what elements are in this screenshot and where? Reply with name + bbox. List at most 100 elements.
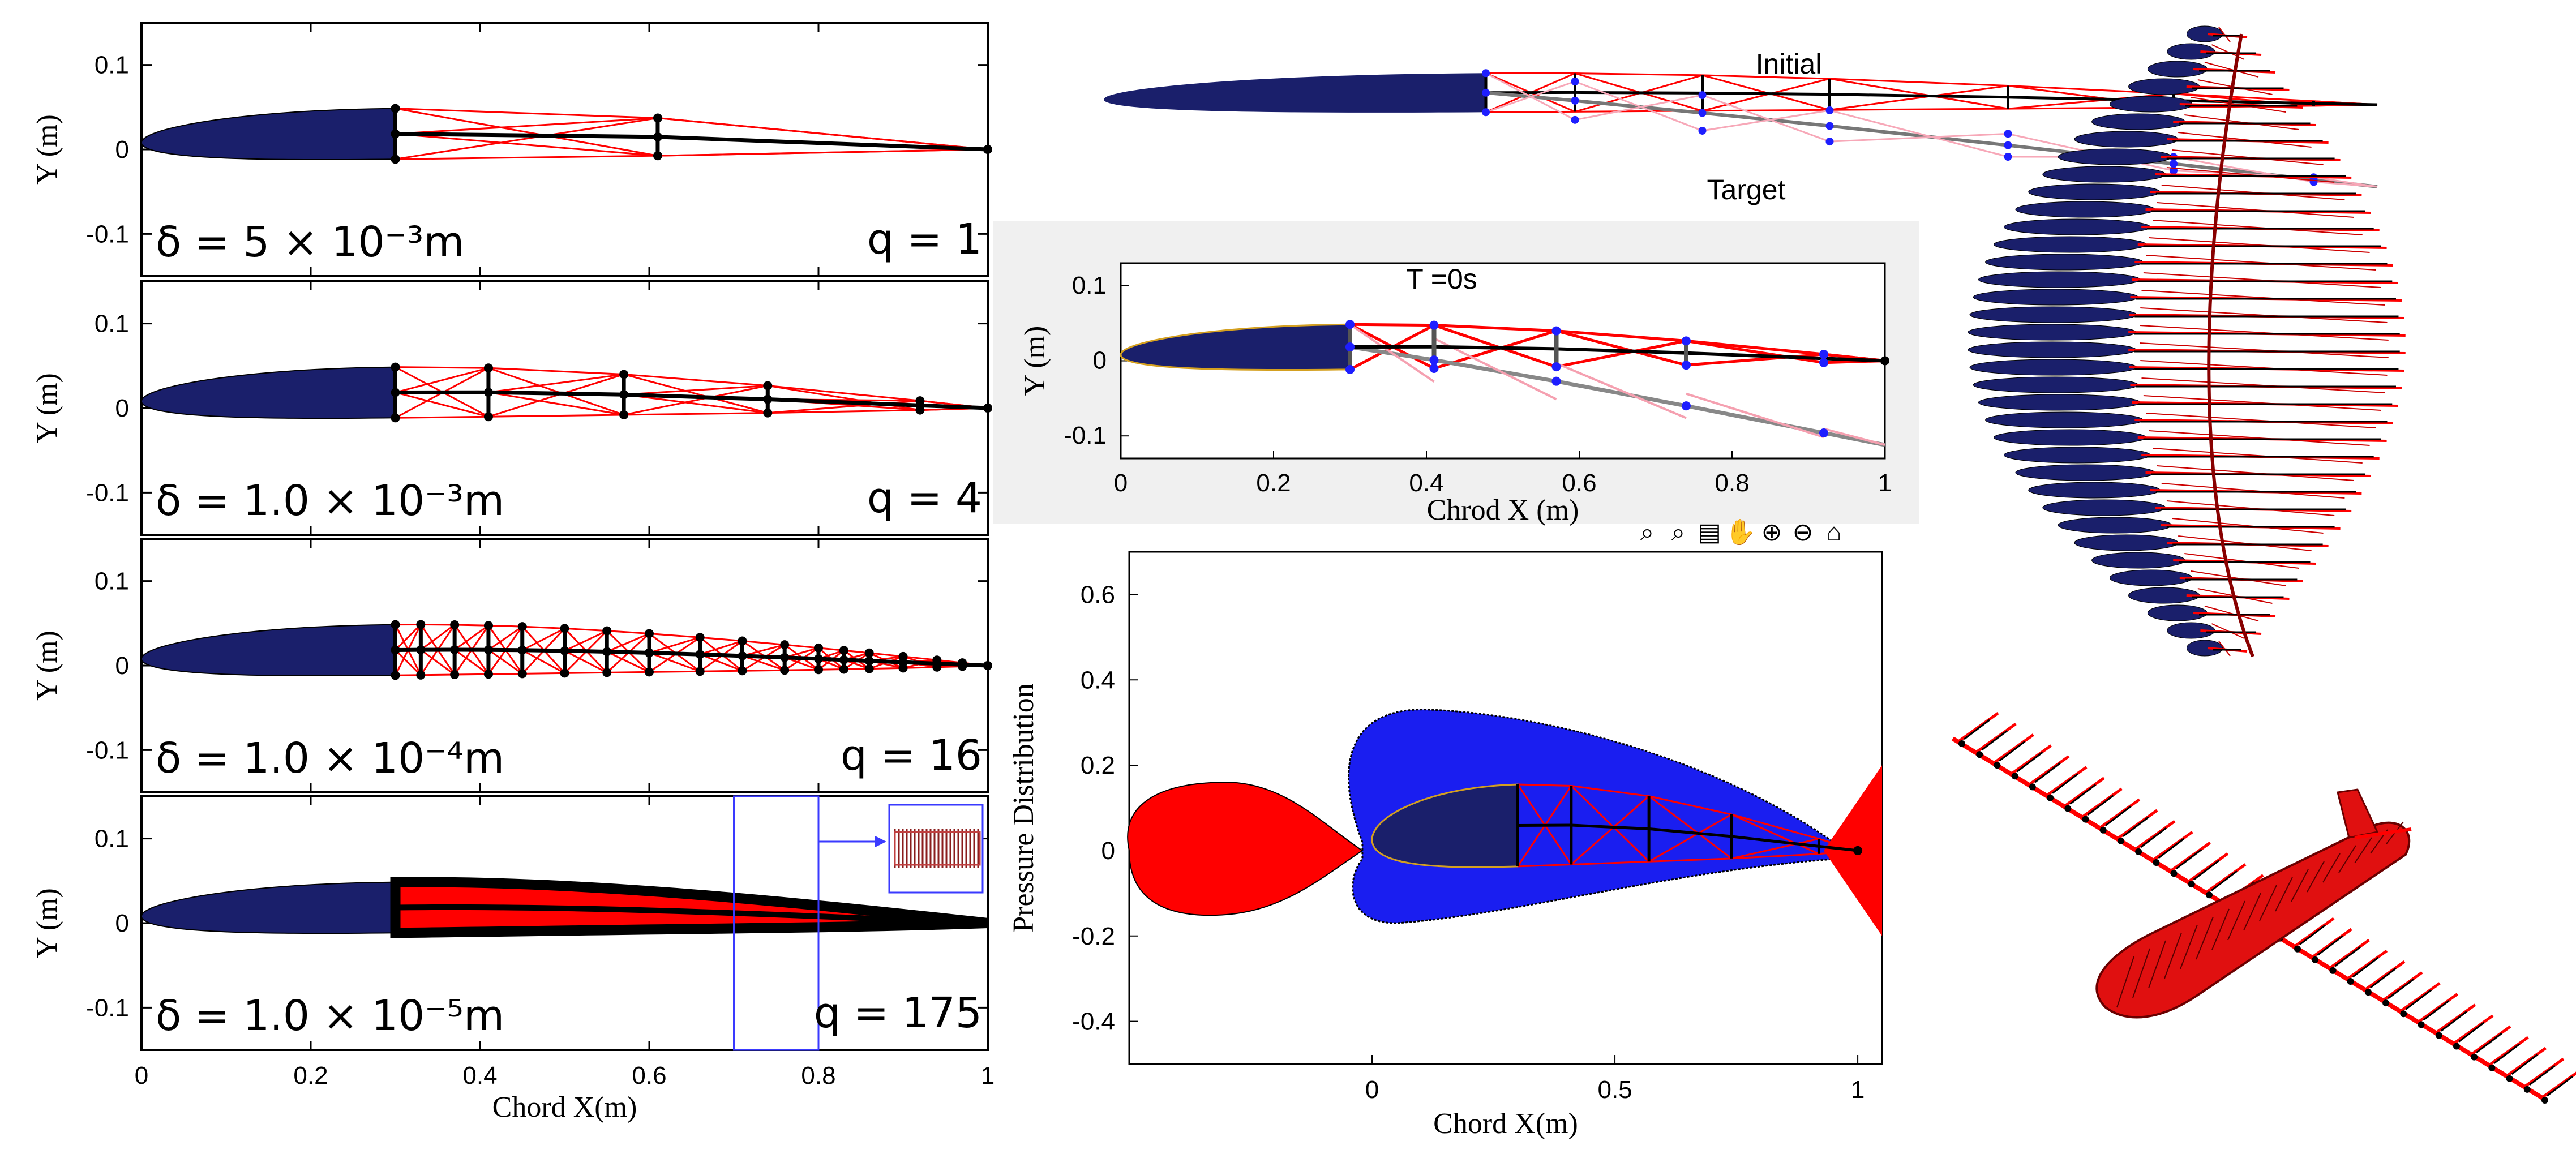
node xyxy=(483,363,493,373)
plane-node xyxy=(2082,816,2089,823)
node xyxy=(1551,376,1561,386)
cable-string xyxy=(606,633,650,653)
cable-string xyxy=(742,669,785,672)
bar-member xyxy=(564,649,607,654)
node xyxy=(1698,109,1707,117)
cable-string xyxy=(488,672,522,675)
plane-wing-rib xyxy=(2364,960,2406,992)
cable-string xyxy=(1702,109,1830,112)
plane-node xyxy=(2117,837,2124,844)
panel-2: 0.1 0 -0.1 Y (m) δ = 1.0 × 10⁻³m q = 4 xyxy=(31,280,992,536)
node xyxy=(645,629,654,638)
node xyxy=(1482,108,1490,117)
plane-node xyxy=(1976,751,1983,758)
node xyxy=(391,362,400,372)
fuselage-mesh xyxy=(2291,869,2309,902)
bar-member xyxy=(395,131,658,139)
wing-cable xyxy=(2157,465,2354,481)
node xyxy=(391,129,400,139)
plane-node xyxy=(2312,956,2319,963)
bar-member xyxy=(920,403,988,410)
x-tick-label: 0.2 xyxy=(293,1062,328,1089)
wing-cable xyxy=(2141,290,2385,306)
wing-rib xyxy=(1968,324,2137,341)
x-axis-label: Chord X(m) xyxy=(1433,1108,1578,1140)
bar-member xyxy=(768,397,920,407)
node xyxy=(483,412,493,422)
cable-string xyxy=(606,651,650,673)
cable-string xyxy=(1433,324,1557,368)
wing-rib xyxy=(2004,218,2151,235)
wing-cable xyxy=(2157,202,2354,218)
plane-wing-rib xyxy=(1975,723,2017,754)
x-tick-label: 0 xyxy=(1114,469,1128,497)
wing-cable xyxy=(2141,377,2385,393)
x-tick-label: 0 xyxy=(1365,1076,1379,1104)
plane-wing-rib xyxy=(2293,917,2335,948)
airfoil-body xyxy=(1104,73,1486,113)
cable-string xyxy=(649,636,701,654)
plane-wing-bar xyxy=(2193,859,2220,881)
plane-wing-rib xyxy=(2046,766,2088,797)
cable-string xyxy=(395,392,489,418)
plane-wing-rib xyxy=(2452,1014,2494,1045)
node xyxy=(814,654,823,664)
node xyxy=(1853,846,1863,855)
cable-string xyxy=(1434,324,1557,333)
plane-stabilizer xyxy=(2354,827,2412,839)
wing-cable xyxy=(2191,570,2286,586)
delta-label: δ = 1.0 × 10⁻⁴m xyxy=(156,734,504,783)
cable-string xyxy=(420,649,456,676)
cable-string xyxy=(454,649,489,675)
plane-wing-rib xyxy=(2011,744,2052,775)
y-tick-label: -0.1 xyxy=(86,479,129,507)
plane-wing-bar xyxy=(2440,1011,2467,1032)
x-axis-label: Chord X(m) xyxy=(492,1091,637,1123)
node xyxy=(653,113,662,123)
annotation-target: Target xyxy=(1707,174,1786,205)
plane-wing-bar xyxy=(1964,719,1990,740)
wing-cable xyxy=(2211,623,2245,639)
plane-wing-bar xyxy=(2317,935,2344,956)
y-tick-label: 0 xyxy=(1093,347,1107,375)
plane-wing-rib xyxy=(2099,798,2141,829)
wing-cable xyxy=(2197,79,2273,95)
node xyxy=(619,390,629,400)
node xyxy=(1571,78,1579,86)
node xyxy=(1345,320,1355,329)
cable-string xyxy=(1731,838,1819,860)
cable-string xyxy=(768,384,920,402)
x-tick-label: 0 xyxy=(135,1062,148,1089)
node xyxy=(2004,152,2012,161)
plane-node xyxy=(2011,773,2018,780)
node xyxy=(560,668,569,678)
pressure-region-red xyxy=(1127,782,1364,916)
plane-wing-rib xyxy=(2505,1046,2547,1078)
cable-string xyxy=(1648,813,1732,863)
fuselage-mesh xyxy=(2148,940,2166,989)
plane-node xyxy=(2329,967,2337,974)
plane-wing-bar xyxy=(2052,773,2078,794)
bar-member xyxy=(1556,347,1687,355)
node xyxy=(839,655,848,664)
node xyxy=(1345,364,1355,374)
wing-rib xyxy=(2187,25,2223,42)
fuselage-mesh xyxy=(2164,932,2182,979)
wing-rib xyxy=(1969,359,2137,376)
node xyxy=(864,664,874,673)
node xyxy=(983,404,992,413)
node xyxy=(958,662,967,671)
plane-node xyxy=(2135,848,2142,855)
node xyxy=(483,621,493,630)
plane-wing-rib xyxy=(2187,852,2229,883)
wing-rib xyxy=(1968,341,2137,358)
wing-3d-view xyxy=(1968,25,2406,658)
target-cable xyxy=(1686,392,1824,439)
y-tick-label: 0.4 xyxy=(1081,666,1115,694)
q-label: q = 4 xyxy=(867,474,982,522)
plane-wing-bar xyxy=(2547,1075,2573,1097)
plane-node xyxy=(2418,1021,2425,1028)
cable-string xyxy=(1731,813,1820,855)
target-cable xyxy=(1485,80,1575,113)
